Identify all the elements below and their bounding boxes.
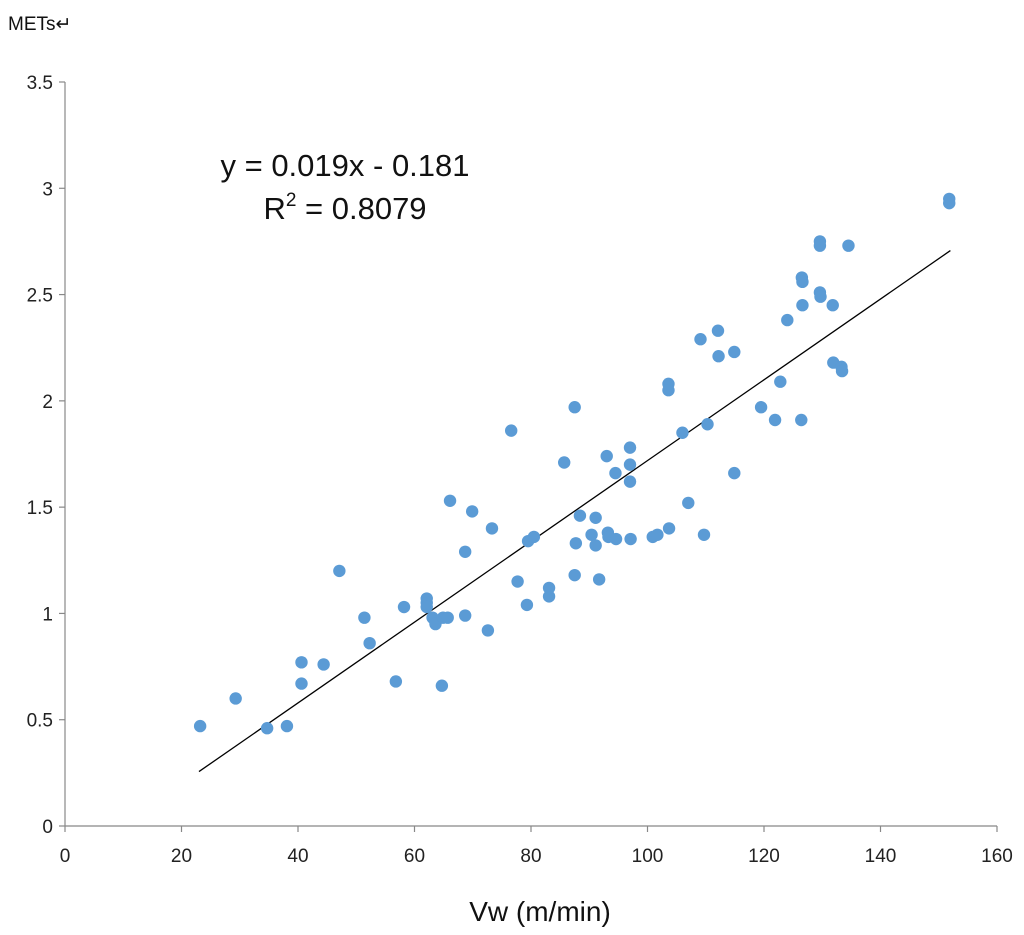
y-tick-label: 3.5	[27, 73, 53, 94]
scatter-point	[796, 299, 809, 312]
y-axis-title: METs↵	[8, 14, 71, 35]
scatter-point	[465, 505, 479, 518]
y-tick-label: 0.5	[27, 711, 53, 732]
scatter-point	[795, 413, 808, 427]
y-tick-label: 2	[42, 392, 53, 413]
x-tick-label: 80	[520, 846, 541, 867]
scatter-point	[520, 598, 534, 612]
scatter-point	[569, 537, 583, 550]
trendline-equation: y = 0.019x - 0.181	[220, 148, 469, 183]
scatter-point	[609, 466, 622, 480]
scatter-point	[504, 424, 518, 437]
scatter-point	[260, 722, 274, 735]
scatter-point	[295, 677, 308, 690]
scatter-point	[389, 675, 403, 688]
trendline	[198, 250, 951, 773]
scatter-point	[682, 496, 695, 510]
scatter-point	[943, 196, 956, 210]
scatter-point	[568, 401, 581, 414]
x-tick-label: 20	[171, 846, 192, 867]
scatter-point	[280, 719, 294, 733]
scatter-point	[420, 600, 433, 614]
scatter-point	[527, 530, 541, 544]
scatter-point	[441, 611, 454, 624]
x-tick-label: 140	[865, 846, 897, 867]
axes	[59, 81, 998, 832]
scatter-point	[796, 275, 809, 289]
scatter-point	[842, 239, 855, 252]
x-tick-label: 0	[60, 846, 71, 867]
scatter-point	[589, 511, 602, 524]
tick-labels: 0 0.5 1 1.5 2 2.5 3 3.5 0 20 40 60 80 100 120 140 160	[27, 73, 1013, 867]
x-tick-label: 100	[632, 846, 664, 867]
x-tick-label: 60	[404, 846, 425, 867]
scatter-point	[623, 475, 637, 488]
y-tick-label: 0	[42, 817, 53, 838]
scatter-point	[458, 609, 472, 622]
scatter-point	[458, 545, 472, 558]
scatter-point	[623, 458, 637, 471]
scatter-point	[333, 564, 346, 578]
scatter-point	[662, 384, 675, 397]
scatter-point	[600, 449, 613, 463]
y-tick-label: 3	[42, 179, 53, 200]
scatter-point	[728, 466, 741, 480]
scatter-point	[558, 456, 571, 469]
y-tick-label: 1	[42, 604, 53, 625]
scatter-point	[814, 290, 827, 303]
scatter-point	[397, 600, 411, 614]
scatter-point	[609, 532, 623, 546]
scatter-point	[651, 528, 664, 541]
y-tick-label: 2.5	[27, 286, 53, 307]
scatter-point	[511, 575, 524, 588]
scatter-point	[573, 509, 587, 522]
r-squared-prefix: R	[263, 191, 285, 226]
scatter-point	[813, 239, 827, 252]
scatter-point	[358, 611, 371, 624]
scatter-point	[485, 522, 499, 535]
scatter-point	[193, 719, 207, 733]
scatter-point	[781, 313, 794, 327]
x-axis-title: Vw (m/min)	[469, 896, 611, 927]
scatter-point	[694, 333, 707, 346]
scatter-point	[676, 426, 689, 439]
scatter-point	[662, 522, 676, 535]
r-squared-label: R2 = 0.8079	[263, 190, 426, 226]
scatter-point	[295, 656, 308, 669]
scatter-point	[728, 345, 741, 359]
r-squared-value: = 0.8079	[296, 191, 426, 226]
x-tick-label: 160	[981, 846, 1013, 867]
scatter-point	[701, 418, 714, 431]
scatter-point	[229, 692, 242, 705]
x-tick-label: 40	[287, 846, 308, 867]
r-squared-exponent: 2	[286, 190, 297, 211]
scatter-point	[589, 539, 602, 552]
scatter-point	[435, 679, 449, 692]
y-tick-label: 1.5	[27, 498, 53, 519]
scatter-point	[481, 624, 495, 637]
scatter-point	[585, 528, 598, 541]
data-points	[193, 192, 956, 735]
scatter-point	[826, 299, 839, 312]
scatter-point	[542, 590, 556, 603]
scatter-point	[835, 364, 849, 378]
scatter-point	[774, 375, 787, 388]
scatter-point	[568, 568, 581, 582]
scatter-point	[317, 658, 330, 671]
scatter-point	[363, 636, 376, 650]
scatter-point	[542, 581, 556, 595]
scatter-point	[711, 324, 725, 337]
scatter-point	[768, 413, 782, 427]
scatter-point	[592, 573, 606, 586]
scatter-point	[623, 441, 637, 454]
scatter-point	[754, 401, 768, 414]
x-tick-label: 120	[748, 846, 780, 867]
scatter-point	[712, 350, 725, 363]
scatter-point	[443, 494, 457, 507]
scatter-point	[697, 528, 711, 541]
scatter-point	[624, 532, 637, 546]
trendline-group	[198, 250, 951, 773]
